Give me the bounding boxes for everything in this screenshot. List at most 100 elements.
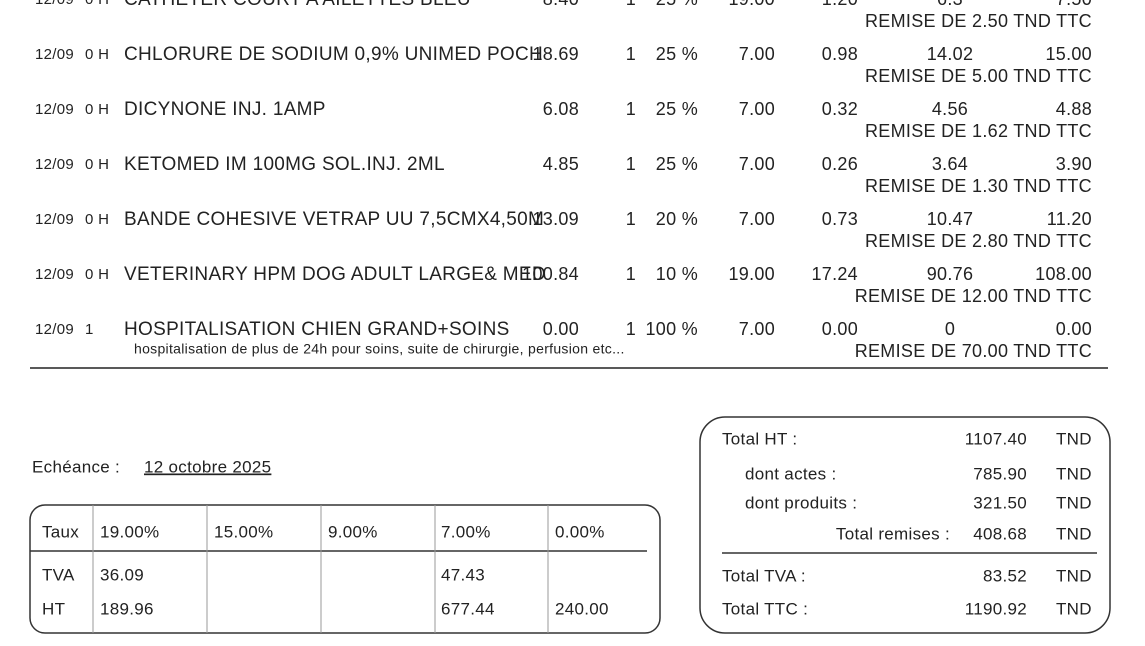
echeance-date: 12 octobre 2025	[144, 457, 271, 476]
item-price: 13.09	[532, 209, 579, 229]
tax-cell: 189.96	[100, 599, 154, 618]
item-rate: 25 %	[656, 44, 698, 64]
item-qty: 1	[626, 154, 636, 174]
item-time: 0 H	[85, 211, 109, 228]
tax-header-cell: 9.00%	[328, 522, 378, 541]
item-qty: 1	[626, 99, 636, 119]
tax-header-cell: 0.00%	[555, 522, 605, 541]
item-price: 6.08	[543, 99, 579, 119]
item-tva-amount: 0.26	[822, 154, 858, 174]
total-label: dont produits :	[745, 493, 857, 512]
total-label: Total TTC :	[722, 599, 808, 618]
item-label: BANDE COHESIVE VETRAP UU 7,5CMX4,50M	[124, 209, 544, 230]
item-label: HOSPITALISATION CHIEN GRAND+SOINS	[124, 319, 510, 340]
total-label: Total remises :	[836, 524, 950, 543]
item-remise: REMISE DE 1.62 TND TTC	[865, 121, 1092, 141]
item-rate: 25 %	[656, 99, 698, 119]
tax-header-cell: Taux	[42, 522, 79, 541]
item-date: 12/09	[35, 211, 74, 228]
item-remise: REMISE DE 1.30 TND TTC	[865, 176, 1092, 196]
item-date: 12/09	[35, 321, 74, 338]
tax-cell: 36.09	[100, 565, 144, 584]
item-ht: 90.76	[927, 264, 974, 284]
item-qty: 1	[626, 209, 636, 229]
item-rate: 25 %	[656, 154, 698, 174]
item-qty: 1	[626, 0, 636, 9]
tax-cell: TVA	[42, 565, 75, 584]
total-value: 83.52	[983, 566, 1027, 585]
item-ttc: 4.88	[1056, 99, 1092, 119]
item-remise: REMISE DE 2.80 TND TTC	[865, 231, 1092, 251]
item-rate: 100 %	[645, 319, 698, 339]
item-tva: 7.00	[739, 209, 775, 229]
item-ht: 6.3	[937, 0, 963, 9]
item-date: 12/09	[35, 156, 74, 173]
item-ttc: 3.90	[1056, 154, 1092, 174]
item-ht: 3.64	[932, 154, 968, 174]
item-qty: 1	[626, 319, 636, 339]
total-value: 1107.40	[965, 429, 1027, 448]
item-tva-amount: 0.73	[822, 209, 858, 229]
total-unit: TND	[1056, 429, 1092, 448]
item-tva: 19.00	[728, 0, 775, 9]
item-ttc: 11.20	[1047, 209, 1092, 229]
item-remise: REMISE DE 2.50 TND TTC	[865, 11, 1092, 31]
item-label: KETOMED IM 100MG SOL.INJ. 2ML	[124, 154, 445, 175]
item-ttc: 108.00	[1035, 264, 1092, 284]
item-date: 12/09	[35, 266, 74, 283]
item-label: CHLORURE DE SODIUM 0,9% UNIMED POCH	[124, 44, 543, 65]
item-tva-amount: 0.98	[822, 44, 858, 64]
total-label: dont actes :	[745, 464, 837, 483]
item-price: 4.85	[543, 154, 579, 174]
total-unit: TND	[1056, 464, 1092, 483]
item-tva: 7.00	[739, 319, 775, 339]
item-tva-amount: 0.00	[822, 319, 858, 339]
item-time: 0 H	[85, 101, 109, 118]
item-label: VETERINARY HPM DOG ADULT LARGE& MED	[124, 264, 546, 285]
item-note: hospitalisation de plus de 24h pour soin…	[134, 341, 625, 357]
item-tva-amount: 1.20	[822, 0, 858, 9]
echeance-label: Echéance :	[32, 457, 120, 476]
item-date: 12/09	[35, 46, 74, 63]
tax-header-cell: 7.00%	[441, 522, 491, 541]
total-value: 1190.92	[965, 599, 1027, 618]
item-remise: REMISE DE 12.00 TND TTC	[855, 286, 1092, 306]
item-time: 0 H	[85, 266, 109, 283]
total-value: 321.50	[973, 493, 1027, 512]
total-value: 408.68	[973, 524, 1027, 543]
item-price: 100.84	[522, 264, 579, 284]
item-rate: 25 %	[656, 0, 698, 9]
item-tva: 7.00	[739, 44, 775, 64]
item-ttc: 7.50	[1056, 0, 1092, 9]
item-date: 12/09	[35, 0, 74, 8]
item-remise: REMISE DE 5.00 TND TTC	[865, 66, 1092, 86]
item-label: DICYNONE INJ. 1AMP	[124, 99, 326, 120]
item-ttc: 0.00	[1056, 319, 1092, 339]
item-time: 1	[85, 321, 94, 338]
total-unit: TND	[1056, 524, 1092, 543]
item-price: 18.69	[532, 44, 579, 64]
item-qty: 1	[626, 44, 636, 64]
item-ht: 14.02	[927, 44, 974, 64]
tax-header-cell: 15.00%	[214, 522, 273, 541]
item-price: 8.40	[543, 0, 579, 9]
tax-cell: HT	[42, 599, 65, 618]
item-time: 0 H	[85, 0, 109, 8]
item-qty: 1	[626, 264, 636, 284]
total-unit: TND	[1056, 566, 1092, 585]
tax-cell: 47.43	[441, 565, 485, 584]
item-ht: 4.56	[932, 99, 968, 119]
tax-box	[29, 504, 661, 634]
item-tva: 19.00	[728, 264, 775, 284]
total-label: Total HT :	[722, 429, 797, 448]
tax-cell: 677.44	[441, 599, 495, 618]
item-ht: 10.47	[927, 209, 974, 229]
item-label: CATHETER COURT A AILETTES BLEU	[124, 0, 471, 10]
tax-header-cell: 19.00%	[100, 522, 159, 541]
item-ht: 0	[945, 319, 955, 339]
total-value: 785.90	[973, 464, 1027, 483]
item-tva-amount: 17.24	[811, 264, 858, 284]
total-unit: TND	[1056, 493, 1092, 512]
